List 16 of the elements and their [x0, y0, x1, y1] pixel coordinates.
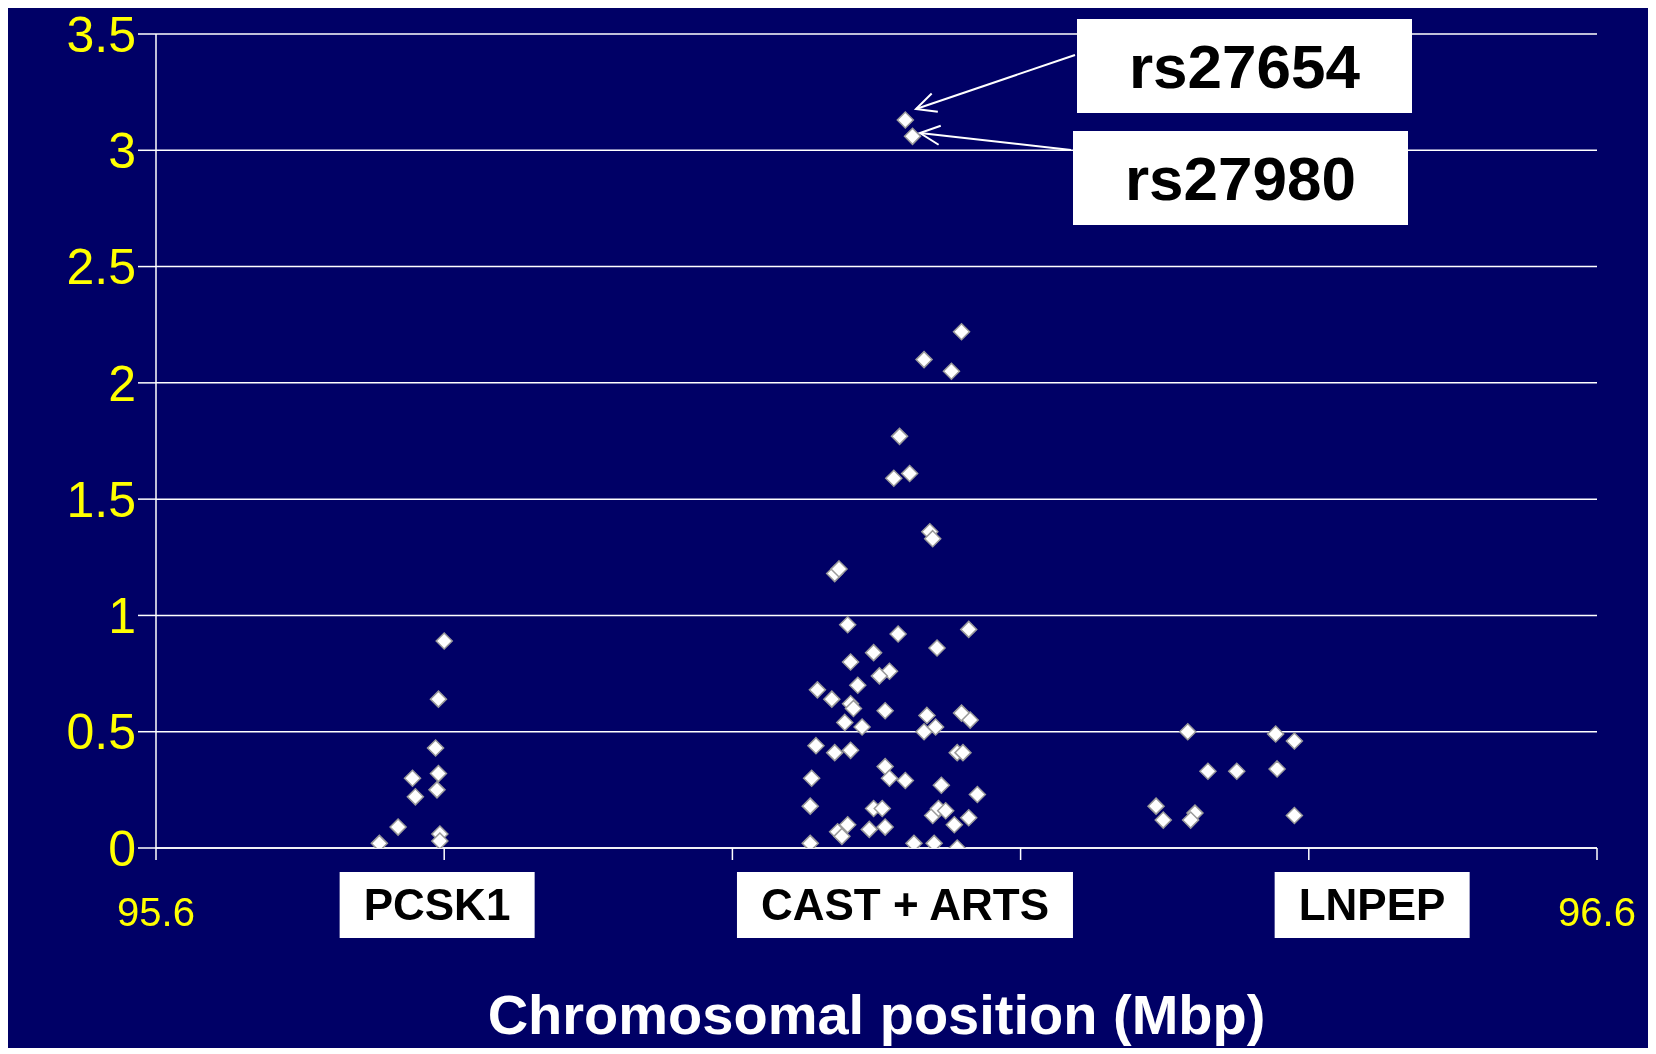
y-tick-label: 3.5	[66, 6, 136, 63]
text: CAST + ARTS	[736, 872, 1074, 938]
y-tick-label: 2.5	[66, 239, 136, 296]
annotation: rs27980	[1073, 131, 1408, 225]
y-tick-label: 0	[108, 820, 136, 877]
y-tick-label: 1.5	[66, 471, 136, 528]
annotation: rs27654	[1077, 19, 1412, 113]
y-tick-label: 0.5	[66, 704, 136, 761]
y-tick-label: 3	[108, 123, 136, 180]
x-tick-label: 95.6	[117, 890, 195, 935]
text: LNPEP	[1274, 872, 1470, 938]
y-tick-label: 1	[108, 588, 136, 645]
x-tick-label: 96.6	[1558, 890, 1636, 935]
y-tick-label: 2	[108, 355, 136, 412]
text: PCSK1	[339, 872, 535, 938]
x-axis-title: Chromosomal position (Mbp)	[487, 983, 1266, 1046]
